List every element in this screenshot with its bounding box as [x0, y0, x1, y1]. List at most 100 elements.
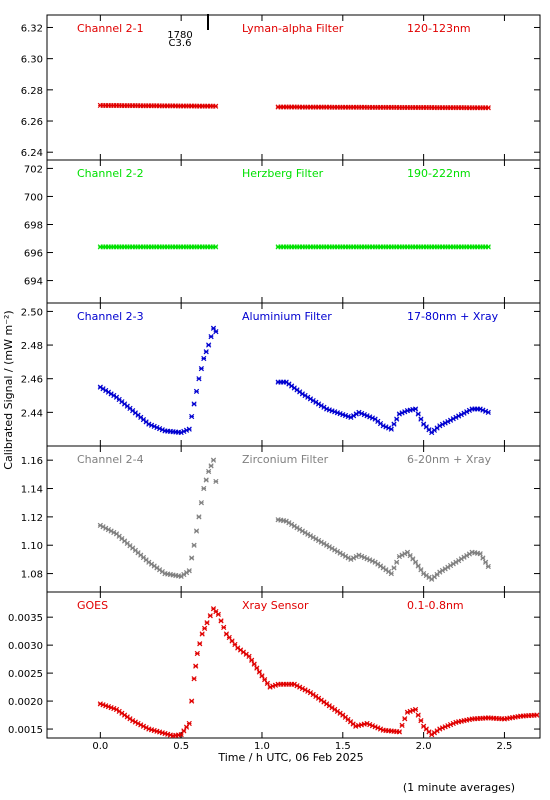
panel-band-label: 6-20nm + Xray	[407, 453, 492, 466]
data-point	[394, 416, 400, 422]
panel-channel-label: Channel 2-1	[77, 22, 144, 35]
data-point	[254, 665, 260, 671]
data-point	[221, 624, 227, 631]
data-point	[186, 720, 192, 727]
x-tick-label: 1.0	[254, 741, 270, 752]
y-tick-label: 1.16	[21, 456, 43, 467]
panel-channel-label: Channel 2-4	[77, 453, 144, 466]
panel-channel-label: Channel 2-2	[77, 167, 144, 180]
data-point	[415, 411, 421, 417]
panel-channel-label: Channel 2-3	[77, 310, 144, 323]
data-point	[203, 349, 209, 355]
data-point	[249, 657, 255, 663]
data-point	[418, 416, 424, 422]
data-point	[193, 528, 200, 534]
data-point	[201, 625, 208, 631]
panel-frame	[46, 445, 541, 593]
data-point	[186, 568, 192, 574]
data-point	[394, 559, 400, 565]
panel-channel-label: GOES	[77, 599, 108, 612]
y-tick-label: 2.46	[21, 375, 43, 386]
averaging-footnote: (1 minute averages)	[403, 781, 515, 794]
y-tick-label: 2.50	[21, 307, 43, 318]
y-tick-label: 700	[24, 192, 43, 203]
panel-2: 694 696 698 700 702 Channel 2-2 Herzberg Filte…	[24, 159, 541, 304]
data-point	[402, 716, 408, 722]
flare-marker-sub: C3.6	[169, 38, 192, 49]
y-tick-label: 0.0020	[8, 697, 43, 708]
x-tick-label: 0.0	[92, 741, 108, 752]
data-point	[262, 677, 268, 683]
chart-panels: 6.24 6.26 6.28 6.30 6.32 Channel 2-1 Lyman-alp…	[8, 14, 541, 739]
data-point	[246, 653, 252, 659]
data-point	[198, 365, 204, 372]
panel-filter-label: Xray Sensor	[242, 599, 309, 612]
data-point	[482, 559, 489, 565]
panel-band-label: 17-80nm + Xray	[407, 310, 499, 323]
data-point	[204, 620, 210, 626]
y-tick-label: 2.44	[21, 408, 43, 419]
data-point	[207, 613, 213, 619]
data-point	[178, 732, 184, 738]
data-point	[485, 105, 491, 111]
data-point	[206, 468, 212, 475]
data-point	[399, 722, 405, 728]
data-point	[210, 457, 217, 463]
y-tick-label: 1.10	[21, 541, 43, 552]
panel-filter-label: Herzberg Filter	[242, 167, 324, 180]
data-point	[485, 244, 491, 250]
panel-band-label: 120-123nm	[407, 22, 471, 35]
data-point	[199, 631, 205, 637]
data-point	[415, 712, 421, 718]
data-point	[210, 325, 217, 331]
data-point	[534, 712, 540, 718]
data-point	[203, 477, 209, 483]
data-point	[388, 570, 394, 577]
data-point	[418, 567, 424, 573]
y-tick-label: 1.12	[21, 513, 43, 524]
panel-band-label: 0.1-0.8nm	[407, 599, 464, 612]
data-point	[388, 426, 394, 432]
data-point	[213, 103, 219, 109]
data-point	[196, 376, 202, 382]
data-point	[208, 334, 214, 340]
x-tick-label: 0.5	[173, 741, 189, 752]
data-point	[264, 680, 270, 686]
data-point	[412, 706, 419, 713]
data-point	[485, 409, 491, 415]
data-point	[206, 342, 212, 348]
data-point	[197, 641, 203, 647]
y-tick-label: 6.32	[21, 23, 43, 34]
data-point	[213, 328, 219, 335]
y-tick-label: 0.0035	[8, 613, 43, 624]
data-point	[181, 728, 187, 734]
data-point	[418, 718, 424, 724]
data-point	[201, 485, 207, 492]
y-tick-label: 1.08	[21, 570, 43, 581]
panel-frame	[46, 591, 541, 739]
y-tick-label: 0.0025	[8, 669, 43, 680]
y-tick-label: 1.14	[21, 485, 43, 496]
data-point	[396, 729, 402, 735]
data-point	[183, 724, 190, 730]
x-tick-label: 1.5	[335, 741, 351, 752]
data-point	[256, 669, 263, 675]
data-point	[485, 563, 491, 570]
data-point	[186, 426, 192, 432]
panel-5: 0.0015 0.0020 0.0025 0.0030 0.0035 GOES Xray S…	[8, 591, 541, 739]
x-tick-label: 2.0	[416, 741, 432, 752]
y-tick-label: 0.0015	[8, 725, 43, 736]
y-tick-label: 702	[24, 164, 43, 175]
data-point	[213, 478, 219, 485]
y-axis-label: Calibrated Signal / (mW m⁻²)	[2, 310, 15, 469]
data-point	[208, 463, 214, 469]
data-point	[412, 559, 419, 565]
panel-filter-label: Zirconium Filter	[242, 453, 329, 466]
data-point	[191, 542, 197, 548]
flare-marker-value: 1780	[167, 30, 192, 41]
data-point	[191, 676, 197, 682]
y-tick-label: 6.24	[21, 148, 43, 159]
data-point	[218, 618, 224, 624]
data-point	[259, 673, 265, 679]
